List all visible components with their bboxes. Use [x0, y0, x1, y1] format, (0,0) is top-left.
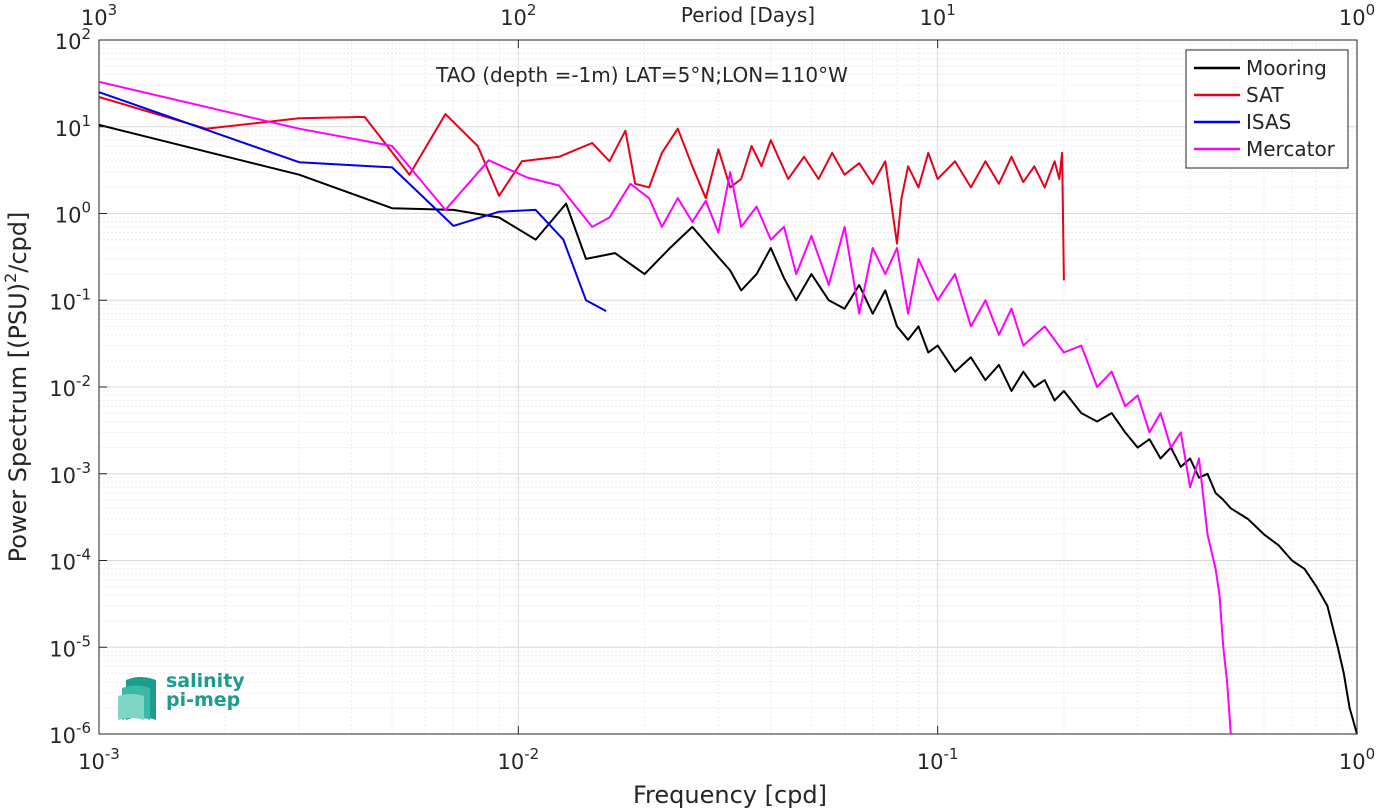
logo-text: salinity pi-mep	[166, 672, 245, 710]
top-tick-label: 101	[920, 1, 956, 30]
y-tick-label: 10-3	[49, 459, 91, 488]
y-tick-label-base: 10	[55, 30, 82, 54]
y-tick-label-base: 10	[55, 204, 82, 228]
y-tick-label-base: 10	[49, 551, 76, 575]
y-tick-label: 10-2	[49, 372, 91, 401]
y-tick-label-exponent: -3	[76, 459, 91, 477]
y-tick-label-exponent: -2	[76, 372, 91, 390]
x-tick-label-exponent: 0	[1366, 745, 1376, 763]
x-tick-label: 10-1	[917, 745, 959, 774]
x-tick-label-exponent: -1	[944, 745, 959, 763]
y-tick-label-exponent: 1	[81, 112, 91, 130]
x-tick-label-exponent: -2	[524, 745, 539, 763]
y-tick-label-exponent: -5	[76, 632, 91, 650]
y-axis-label-superscript: 2	[1, 273, 20, 283]
logo-line-1: salinity	[166, 670, 245, 692]
y-axis-label-main: Power Spectrum [(PSU)	[4, 283, 32, 562]
y-tick-label: 10-1	[49, 285, 91, 314]
x-tick-label-exponent: -3	[105, 745, 120, 763]
logo-line-2: pi-mep	[166, 689, 241, 711]
x-tick-label: 10-2	[497, 745, 539, 774]
y-tick-label: 100	[55, 199, 91, 228]
legend-label-mooring: Mooring	[1246, 56, 1327, 80]
series-line-isas	[98, 91, 607, 312]
top-tick-label-base: 10	[81, 6, 108, 30]
y-tick-label-exponent: -1	[76, 285, 91, 303]
salinity-pi-mep-logo: salinity pi-mep	[116, 672, 246, 722]
legend-items: Mooring SAT ISAS Mercator	[1194, 56, 1336, 161]
top-axis-label: Period [Days]	[681, 3, 815, 27]
x-tick-label-base: 10	[497, 750, 524, 774]
y-tick-label-exponent: -6	[76, 719, 91, 737]
series-lines	[98, 80, 1358, 735]
y-tick-label: 10-6	[49, 719, 91, 748]
y-tick-label-base: 10	[49, 637, 76, 661]
y-tick-label-exponent: -4	[76, 546, 91, 564]
top-tick-label-base: 10	[1339, 6, 1366, 30]
y-tick-label: 101	[55, 112, 91, 141]
top-tick-label-exponent: 0	[1366, 1, 1376, 19]
legend-label-isas: ISAS	[1246, 110, 1291, 134]
grid-lines	[98, 40, 1357, 735]
top-tick-label-exponent: 3	[108, 1, 118, 19]
y-tick-label-base: 10	[49, 290, 76, 314]
top-tick-label: 100	[1339, 1, 1375, 30]
y-tick-label-base: 10	[49, 464, 76, 488]
y-tick-label: 102	[55, 25, 91, 54]
y-tick-label-base: 10	[55, 117, 82, 141]
x-tick-label: 100	[1339, 745, 1375, 774]
x-tick-label-base: 10	[78, 750, 105, 774]
top-tick-label-exponent: 2	[527, 1, 537, 19]
top-tick-label: 102	[500, 1, 536, 30]
series-line-sat	[98, 96, 1065, 281]
top-tick-label-base: 10	[920, 6, 947, 30]
y-tick-label-base: 10	[49, 724, 76, 748]
legend: Mooring SAT ISAS Mercator	[1185, 49, 1349, 169]
top-tick-label-base: 10	[500, 6, 527, 30]
chart-title: TAO (depth =-1m) LAT=5°N;LON=110°W	[435, 63, 848, 87]
y-tick-label-exponent: 2	[81, 25, 91, 43]
y-tick-label: 10-5	[49, 632, 91, 661]
x-axis-label: Frequency [cpd]	[633, 781, 827, 809]
top-tick-label: 103	[81, 1, 117, 30]
series-line-mooring	[98, 123, 1358, 735]
y-tick-label: 10-4	[49, 546, 91, 575]
y-axis-label: Power Spectrum [(PSU)2/cpd]	[1, 212, 32, 563]
legend-label-sat: SAT	[1246, 83, 1284, 107]
y-tick-label-exponent: 0	[81, 199, 91, 217]
x-tick-label: 10-3	[78, 745, 120, 774]
y-tick-label-base: 10	[49, 377, 76, 401]
series-line-mercator	[98, 80, 1232, 735]
x-tick-label-base: 10	[917, 750, 944, 774]
top-tick-label-exponent: 1	[946, 1, 956, 19]
wave-logo-icon	[118, 677, 156, 720]
x-tick-label-base: 10	[1339, 750, 1366, 774]
legend-label-mercator: Mercator	[1246, 137, 1336, 161]
y-axis-label-tail: /cpd]	[4, 212, 32, 273]
